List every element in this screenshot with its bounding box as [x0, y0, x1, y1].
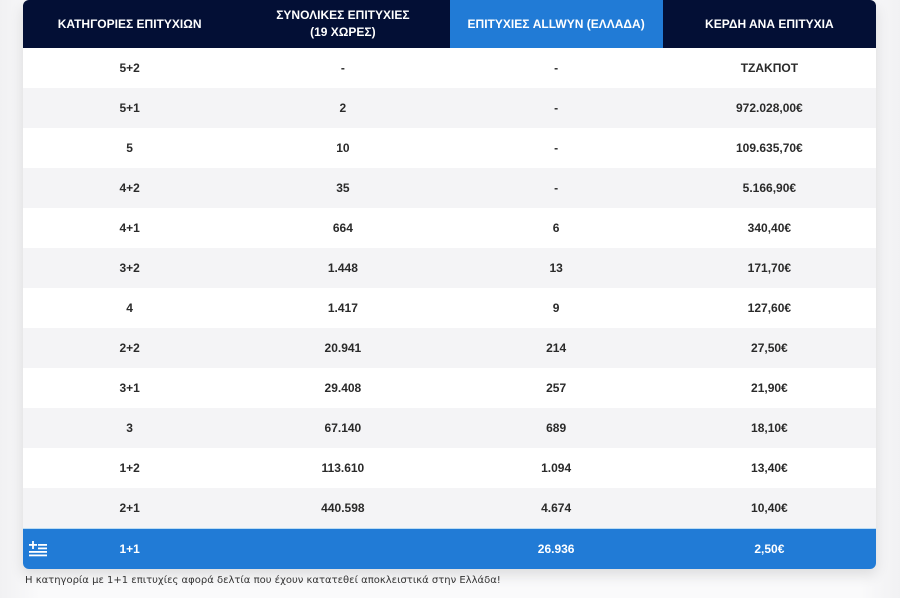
prize-cell: 127,60€ — [662, 288, 876, 328]
category-cell: 1+2 — [23, 448, 237, 488]
prize-cell: 340,40€ — [662, 208, 876, 248]
header-total-winners-line1: ΣΥΝΟΛΙΚΕΣ ΕΠΙΤΥΧΙΕΣ — [276, 8, 410, 22]
total-winners-cell: 29.408 — [236, 368, 450, 408]
table-row: 5+1 2 - 972.028,00€ — [23, 88, 876, 128]
prize-cell: 2,50€ — [662, 528, 876, 569]
greek-flag-icon — [29, 541, 47, 557]
greece-winners-cell: - — [449, 168, 663, 208]
table-row: 5 10 - 109.635,70€ — [23, 128, 876, 168]
category-cell: 5+2 — [23, 48, 237, 88]
prize-cell: 18,10€ — [662, 408, 876, 448]
total-winners-cell: 440.598 — [236, 488, 450, 529]
total-winners-cell: 664 — [236, 208, 450, 248]
category-cell: 3+1 — [23, 368, 237, 408]
table-header-row: ΚΑΤΗΓΟΡΙΕΣ ΕΠΙΤΥΧΙΩΝ ΣΥΝΟΛΙΚΕΣ ΕΠΙΤΥΧΙΕΣ… — [23, 0, 876, 48]
prize-cell: 109.635,70€ — [662, 128, 876, 168]
table-row: 3+1 29.408 257 21,90€ — [23, 368, 876, 408]
total-winners-cell: 1.417 — [236, 288, 450, 328]
header-greece-winners: ΕΠΙΤΥΧΙΕΣ ALLWYN (ΕΛΛΑΔΑ) — [449, 0, 663, 48]
header-prize-per-winner: ΚΕΡΔΗ ΑΝΑ ΕΠΙΤΥΧΙΑ — [662, 0, 876, 48]
table-row: 2+1 440.598 4.674 10,40€ — [23, 488, 876, 529]
table-row: 1+2 113.610 1.094 13,40€ — [23, 448, 876, 488]
results-table-container: ΚΑΤΗΓΟΡΙΕΣ ΕΠΙΤΥΧΙΩΝ ΣΥΝΟΛΙΚΕΣ ΕΠΙΤΥΧΙΕΣ… — [23, 0, 876, 569]
prize-cell: 27,50€ — [662, 328, 876, 368]
greece-winners-cell: - — [449, 88, 663, 128]
category-cell: 2+1 — [23, 488, 237, 529]
prize-cell: 972.028,00€ — [662, 88, 876, 128]
total-winners-cell: 2 — [236, 88, 450, 128]
header-categories: ΚΑΤΗΓΟΡΙΕΣ ΕΠΙΤΥΧΙΩΝ — [23, 0, 237, 48]
greece-winners-cell: - — [449, 48, 663, 88]
footnote: Η κατηγορία με 1+1 επιτυχίες αφορά δελτί… — [25, 575, 501, 586]
category-cell: 3+2 — [23, 248, 237, 288]
greece-winners-cell: 689 — [449, 408, 663, 448]
greece-winners-cell: 6 — [449, 208, 663, 248]
total-winners-cell: 1.448 — [236, 248, 450, 288]
table-row: 5+2 - - ΤΖΑΚΠΟΤ — [23, 48, 876, 88]
header-total-winners: ΣΥΝΟΛΙΚΕΣ ΕΠΙΤΥΧΙΕΣ (19 ΧΩΡΕΣ) — [236, 0, 450, 48]
prize-cell: 5.166,90€ — [662, 168, 876, 208]
total-winners-cell: 35 — [236, 168, 450, 208]
greece-winners-cell: 4.674 — [449, 488, 663, 529]
table-row: 4+2 35 - 5.166,90€ — [23, 168, 876, 208]
category-cell: 5 — [23, 128, 237, 168]
prize-cell: 10,40€ — [662, 488, 876, 529]
category-cell: 3 — [23, 408, 237, 448]
prize-cell: 171,70€ — [662, 248, 876, 288]
total-winners-cell: 20.941 — [236, 328, 450, 368]
prize-cell: 13,40€ — [662, 448, 876, 488]
total-winners-cell: - — [236, 48, 450, 88]
greece-winners-cell: - — [449, 128, 663, 168]
table-row: 3 67.140 689 18,10€ — [23, 408, 876, 448]
greece-winners-cell: 1.094 — [449, 448, 663, 488]
category-cell: 4+1 — [23, 208, 237, 248]
greece-winners-cell: 26.936 — [449, 528, 663, 569]
total-winners-cell: 10 — [236, 128, 450, 168]
table-row: 3+2 1.448 13 171,70€ — [23, 248, 876, 288]
greece-winners-cell: 214 — [449, 328, 663, 368]
header-total-winners-line2: (19 ΧΩΡΕΣ) — [310, 25, 376, 39]
total-winners-cell: 67.140 — [236, 408, 450, 448]
greece-winners-cell: 257 — [449, 368, 663, 408]
greece-only-row: 1+1 26.936 2,50€ — [23, 528, 876, 569]
category-cell: 1+1 — [23, 528, 237, 569]
greece-winners-cell: 13 — [449, 248, 663, 288]
category-cell: 4+2 — [23, 168, 237, 208]
category-cell: 4 — [23, 288, 237, 328]
table-row: 4+1 664 6 340,40€ — [23, 208, 876, 248]
table-row: 2+2 20.941 214 27,50€ — [23, 328, 876, 368]
category-label: 1+1 — [119, 542, 140, 556]
results-table: ΚΑΤΗΓΟΡΙΕΣ ΕΠΙΤΥΧΙΩΝ ΣΥΝΟΛΙΚΕΣ ΕΠΙΤΥΧΙΕΣ… — [23, 0, 876, 569]
total-winners-cell: 113.610 — [236, 448, 450, 488]
total-winners-cell — [236, 528, 450, 569]
category-cell: 5+1 — [23, 88, 237, 128]
greece-winners-cell: 9 — [449, 288, 663, 328]
prize-cell: ΤΖΑΚΠΟΤ — [662, 48, 876, 88]
table-row: 4 1.417 9 127,60€ — [23, 288, 876, 328]
category-cell: 2+2 — [23, 328, 237, 368]
prize-cell: 21,90€ — [662, 368, 876, 408]
